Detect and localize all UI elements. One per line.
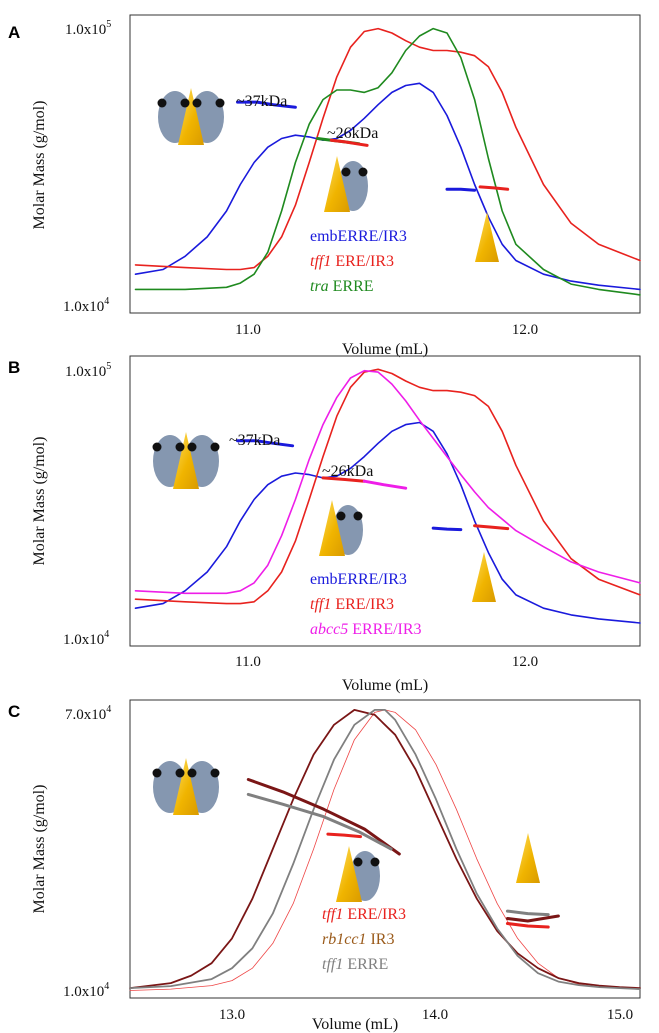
legend-b: embERRE/IR3 tff1 ERE/IR3 abcc5 ERRE/IR3	[310, 571, 422, 638]
ytick-top-a: 1.0x105	[65, 19, 111, 38]
er-dimer-icon	[158, 88, 225, 145]
x-axis-label-b: Volume (mL)	[342, 677, 428, 694]
legend-a-item-3: tra ERRE	[310, 278, 374, 295]
legend-a: embERRE/IR3 tff1 ERE/IR3 tra ERRE	[310, 228, 407, 295]
xtick-c-14: 14.0	[422, 1007, 448, 1023]
er-dimer-icon	[153, 432, 220, 489]
er-monomer-icon	[319, 500, 363, 556]
series-group-c	[130, 710, 640, 991]
panel-c: C 7.0x104 1.0x104 13.0 14.0 15.0 Volume …	[8, 700, 640, 1033]
legend-c-item-2: rb1cc1 IR3	[322, 931, 394, 948]
molar-mass-trace-c-6	[507, 924, 548, 928]
panel-letter-b: B	[8, 358, 20, 377]
ytick-top-c: 7.0x104	[65, 704, 111, 723]
dna-triangle-icon	[516, 833, 540, 883]
er-monomer-icon	[336, 846, 380, 902]
legend-c-item-3: tff1 ERRE	[322, 956, 388, 973]
molar-mass-trace-c-5	[507, 916, 558, 921]
ytick-bottom-a: 1.0x104	[63, 296, 109, 315]
xtick-b-12: 12.0	[512, 654, 538, 670]
legend-a-item-1: embERRE/IR3	[310, 228, 407, 245]
xtick-a-12: 12.0	[512, 322, 538, 338]
dna-triangle-icon	[475, 212, 499, 262]
molar-mass-trace-a-2	[447, 189, 475, 190]
plot-frame-c	[130, 700, 640, 998]
ytick-top-b: 1.0x105	[65, 361, 111, 380]
panel-b: B 1.0x105 1.0x104 11.0 12.0 Volume (mL) …	[8, 356, 640, 694]
xtick-c-15: 15.0	[607, 1007, 633, 1023]
legend-b-item-3: abcc5 ERRE/IR3	[310, 621, 422, 638]
panel-letter-a: A	[8, 23, 20, 42]
molar-mass-trace-b-2	[433, 528, 461, 530]
annotation-26kda-b: ~26kDa	[322, 463, 373, 480]
y-axis-label-c: Molar Mass (g/mol)	[31, 785, 48, 914]
xtick-b-11: 11.0	[235, 654, 261, 670]
y-axis-label-b: Molar Mass (g/mol)	[31, 437, 48, 566]
ytick-bottom-c: 1.0x104	[63, 981, 109, 1000]
xtick-c-13: 13.0	[219, 1007, 245, 1023]
panel-a: A 1.0x105 1.0x104 11.0 12.0 Volume (mL) …	[8, 15, 640, 358]
molar-mass-trace-b-4	[364, 481, 405, 488]
legend-b-item-2: tff1 ERE/IR3	[310, 596, 394, 613]
ytick-bottom-b: 1.0x104	[63, 629, 109, 648]
x-axis-label-a: Volume (mL)	[342, 341, 428, 358]
annotation-26kda-a: ~26kDa	[327, 125, 378, 142]
annotation-37kda-a: ~37kDa	[236, 93, 287, 110]
x-axis-label-c: Volume (mL)	[312, 1016, 398, 1033]
legend-a-item-2: tff1 ERE/IR3	[310, 253, 394, 270]
legend-c-item-1: tff1 ERE/IR3	[322, 906, 406, 923]
legend-b-item-1: embERRE/IR3	[310, 571, 407, 588]
xtick-a-11: 11.0	[235, 322, 261, 338]
molar-mass-trace-c-4	[507, 911, 548, 915]
er-dimer-icon	[153, 758, 220, 815]
panel-letter-c: C	[8, 702, 20, 721]
molar-mass-trace-c-3	[328, 834, 361, 837]
annotation-37kda-b: ~37kDa	[229, 432, 280, 449]
molar-mass-trace-a-5	[480, 187, 508, 189]
legend-c: tff1 ERE/IR3 rb1cc1 IR3 tff1 ERRE	[322, 906, 406, 973]
molar-mass-trace-b-5	[475, 526, 508, 529]
series-line-c-1	[130, 710, 640, 991]
er-monomer-icon	[324, 156, 368, 212]
y-axis-label-a: Molar Mass (g/mol)	[31, 101, 48, 230]
molar-mass-trace-c-2	[248, 794, 391, 849]
